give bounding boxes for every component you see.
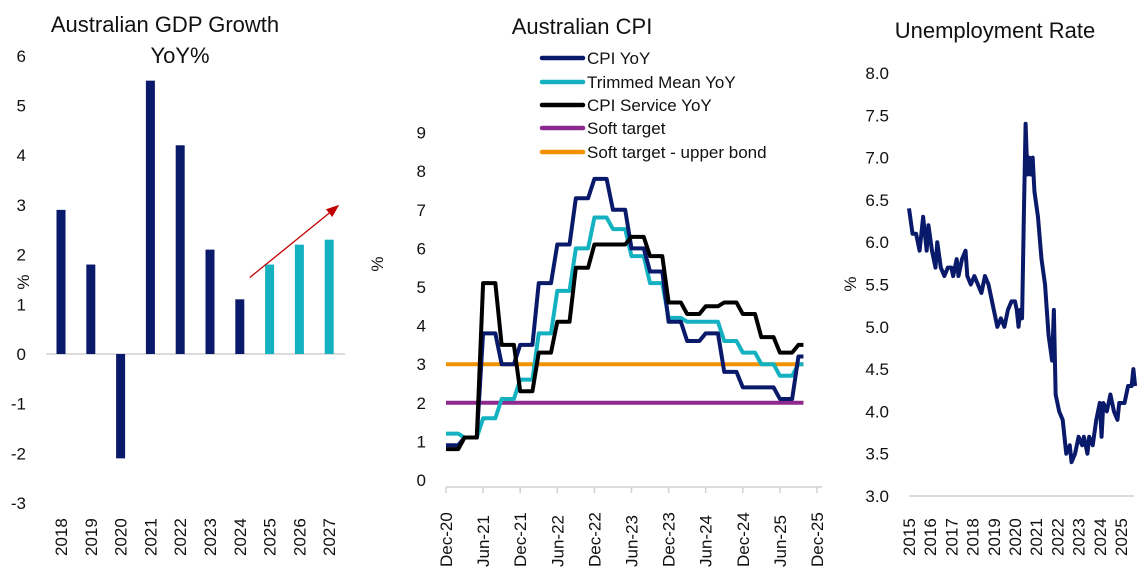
gdp-y-tick-label: 5 xyxy=(17,97,26,116)
cpi-y-tick-label: 2 xyxy=(417,394,426,413)
unemployment-chart-title: Unemployment Rate xyxy=(895,18,1096,43)
cpi-x-tick-label: Dec-23 xyxy=(660,512,679,567)
legend-label: CPI YoY xyxy=(587,49,650,68)
trend-arrow-head xyxy=(325,204,340,218)
cpi-series-cpi-yoy xyxy=(446,176,804,448)
cpi-x-tick-label: Jun-21 xyxy=(474,515,493,567)
unemployment-y-tick-label: 4.0 xyxy=(865,402,889,421)
unemployment-x-tick-label: 2016 xyxy=(921,518,940,556)
unemployment-y-tick-label: 6.0 xyxy=(865,233,889,252)
cpi-x-tick-label: Dec-21 xyxy=(511,512,530,567)
gdp-y-tick-label: 3 xyxy=(17,196,26,215)
unemployment-y-tick-label: 8.0 xyxy=(865,64,889,83)
cpi-x-tick-label: Dec-25 xyxy=(808,512,827,567)
cpi-chart: Australian CPI % 0 1 2 3 4 5 6 7 8 9 Dec-20 Jun-21 D… xyxy=(368,14,827,567)
unemployment-y-tick-label: 5.5 xyxy=(865,276,889,295)
gdp-bar-2023 xyxy=(205,249,215,354)
unemployment-y-tick-label: 7.5 xyxy=(865,106,889,125)
gdp-x-tick-label: 2021 xyxy=(141,518,160,556)
cpi-y-tick-label: 7 xyxy=(417,201,426,220)
cpi-x-tick-label: Dec-24 xyxy=(734,512,753,567)
gdp-bar-2018 xyxy=(56,209,66,354)
cpi-x-tick-label: Dec-22 xyxy=(585,512,604,567)
gdp-x-tick-label: 2019 xyxy=(82,518,101,556)
unemployment-y-tick-label: 7.0 xyxy=(865,149,889,168)
gdp-y-tick-label: -3 xyxy=(11,494,26,513)
unemployment-y-tick-label: 4.5 xyxy=(865,360,889,379)
gdp-x-tick-label: 2024 xyxy=(231,518,250,556)
unemployment-x-tick-label: 2019 xyxy=(985,518,1004,556)
cpi-x-tick-label: Dec-20 xyxy=(437,512,456,567)
cpi-y-tick-label: 5 xyxy=(417,278,426,297)
cpi-x-tick-label: Jun-24 xyxy=(697,515,716,567)
cpi-y-tick-label: 4 xyxy=(417,317,426,336)
cpi-y-axis-label: % xyxy=(368,256,387,271)
unemployment-x-tick-label: 2020 xyxy=(1006,518,1025,556)
cpi-y-tick-label: 8 xyxy=(417,162,426,181)
unemployment-y-tick-label: 5.0 xyxy=(865,318,889,337)
gdp-x-tick-label: 2027 xyxy=(320,518,339,556)
cpi-y-tick-label: 6 xyxy=(417,239,426,258)
gdp-bar-2026 xyxy=(294,244,304,354)
unemployment-x-tick-label: 2017 xyxy=(942,518,961,556)
cpi-series-cpi-service-yoy xyxy=(446,234,804,452)
gdp-y-axis-label: % xyxy=(14,274,33,289)
gdp-chart-title-line2: YoY% xyxy=(150,43,209,68)
gdp-chart-title-line1: Australian GDP Growth xyxy=(51,12,279,37)
unemployment-y-tick-label: 3.0 xyxy=(865,487,889,506)
gdp-bar-2020 xyxy=(116,354,126,459)
gdp-y-tick-label: -2 xyxy=(11,444,26,463)
gdp-y-tick-label: 4 xyxy=(17,146,26,165)
unemployment-y-axis-label: % xyxy=(841,276,860,291)
gdp-x-tick-label: 2023 xyxy=(201,518,220,556)
gdp-growth-chart: Australian GDP Growth YoY% % -3 -2 -1 0 1 2 3 4… xyxy=(11,12,345,556)
unemployment-x-tick-label: 2024 xyxy=(1091,518,1110,556)
cpi-x-tick-label: Jun-25 xyxy=(771,515,790,567)
unemployment-rate-line xyxy=(907,121,1138,465)
gdp-y-tick-label: 6 xyxy=(17,47,26,66)
gdp-y-tick-label: -1 xyxy=(11,395,26,414)
unemployment-y-tick-label: 6.5 xyxy=(865,191,889,210)
gdp-bar-2025 xyxy=(265,264,275,354)
gdp-y-tick-label: 2 xyxy=(17,246,26,265)
unemployment-x-tick-label: 2022 xyxy=(1048,518,1067,556)
cpi-y-tick-label: 0 xyxy=(417,471,426,490)
unemployment-x-tick-label: 2018 xyxy=(964,518,983,556)
unemployment-x-tick-label: 2021 xyxy=(1027,518,1046,556)
legend-label: CPI Service YoY xyxy=(587,96,712,115)
gdp-y-tick-label: 1 xyxy=(17,295,26,314)
trend-arrow-line xyxy=(249,209,334,278)
gdp-bar-2027 xyxy=(324,239,334,354)
gdp-x-tick-label: 2020 xyxy=(112,518,131,556)
gdp-bar-2019 xyxy=(86,264,96,354)
gdp-x-tick-label: 2022 xyxy=(171,518,190,556)
gdp-x-tick-label: 2026 xyxy=(290,518,309,556)
gdp-y-tick-label: 0 xyxy=(17,345,26,364)
gdp-x-tick-label: 2025 xyxy=(261,518,280,556)
legend-label: Soft target - upper bond xyxy=(587,143,767,162)
cpi-y-tick-label: 1 xyxy=(417,432,426,451)
legend-label: Soft target xyxy=(587,119,666,138)
cpi-x-tick-label: Jun-22 xyxy=(548,515,567,567)
cpi-x-tick-label: Jun-23 xyxy=(623,515,642,567)
cpi-y-tick-label: 3 xyxy=(417,355,426,374)
cpi-y-tick-label: 9 xyxy=(417,124,426,143)
gdp-bar-2022 xyxy=(175,145,185,354)
gdp-bar-2021 xyxy=(145,80,155,355)
unemployment-x-tick-label: 2015 xyxy=(900,518,919,556)
unemployment-x-tick-label: 2023 xyxy=(1070,518,1089,556)
legend-label: Trimmed Mean YoY xyxy=(587,73,736,92)
unemployment-y-tick-label: 3.5 xyxy=(865,445,889,464)
unemployment-chart: Unemployment Rate % 3.0 3.5 4.0 4.5 5.0 5.5 6.… xyxy=(841,18,1138,556)
unemployment-x-tick-label: 2025 xyxy=(1112,518,1131,556)
gdp-bar-2024 xyxy=(235,299,245,354)
gdp-x-tick-label: 2018 xyxy=(52,518,71,556)
cpi-chart-title: Australian CPI xyxy=(512,14,653,39)
